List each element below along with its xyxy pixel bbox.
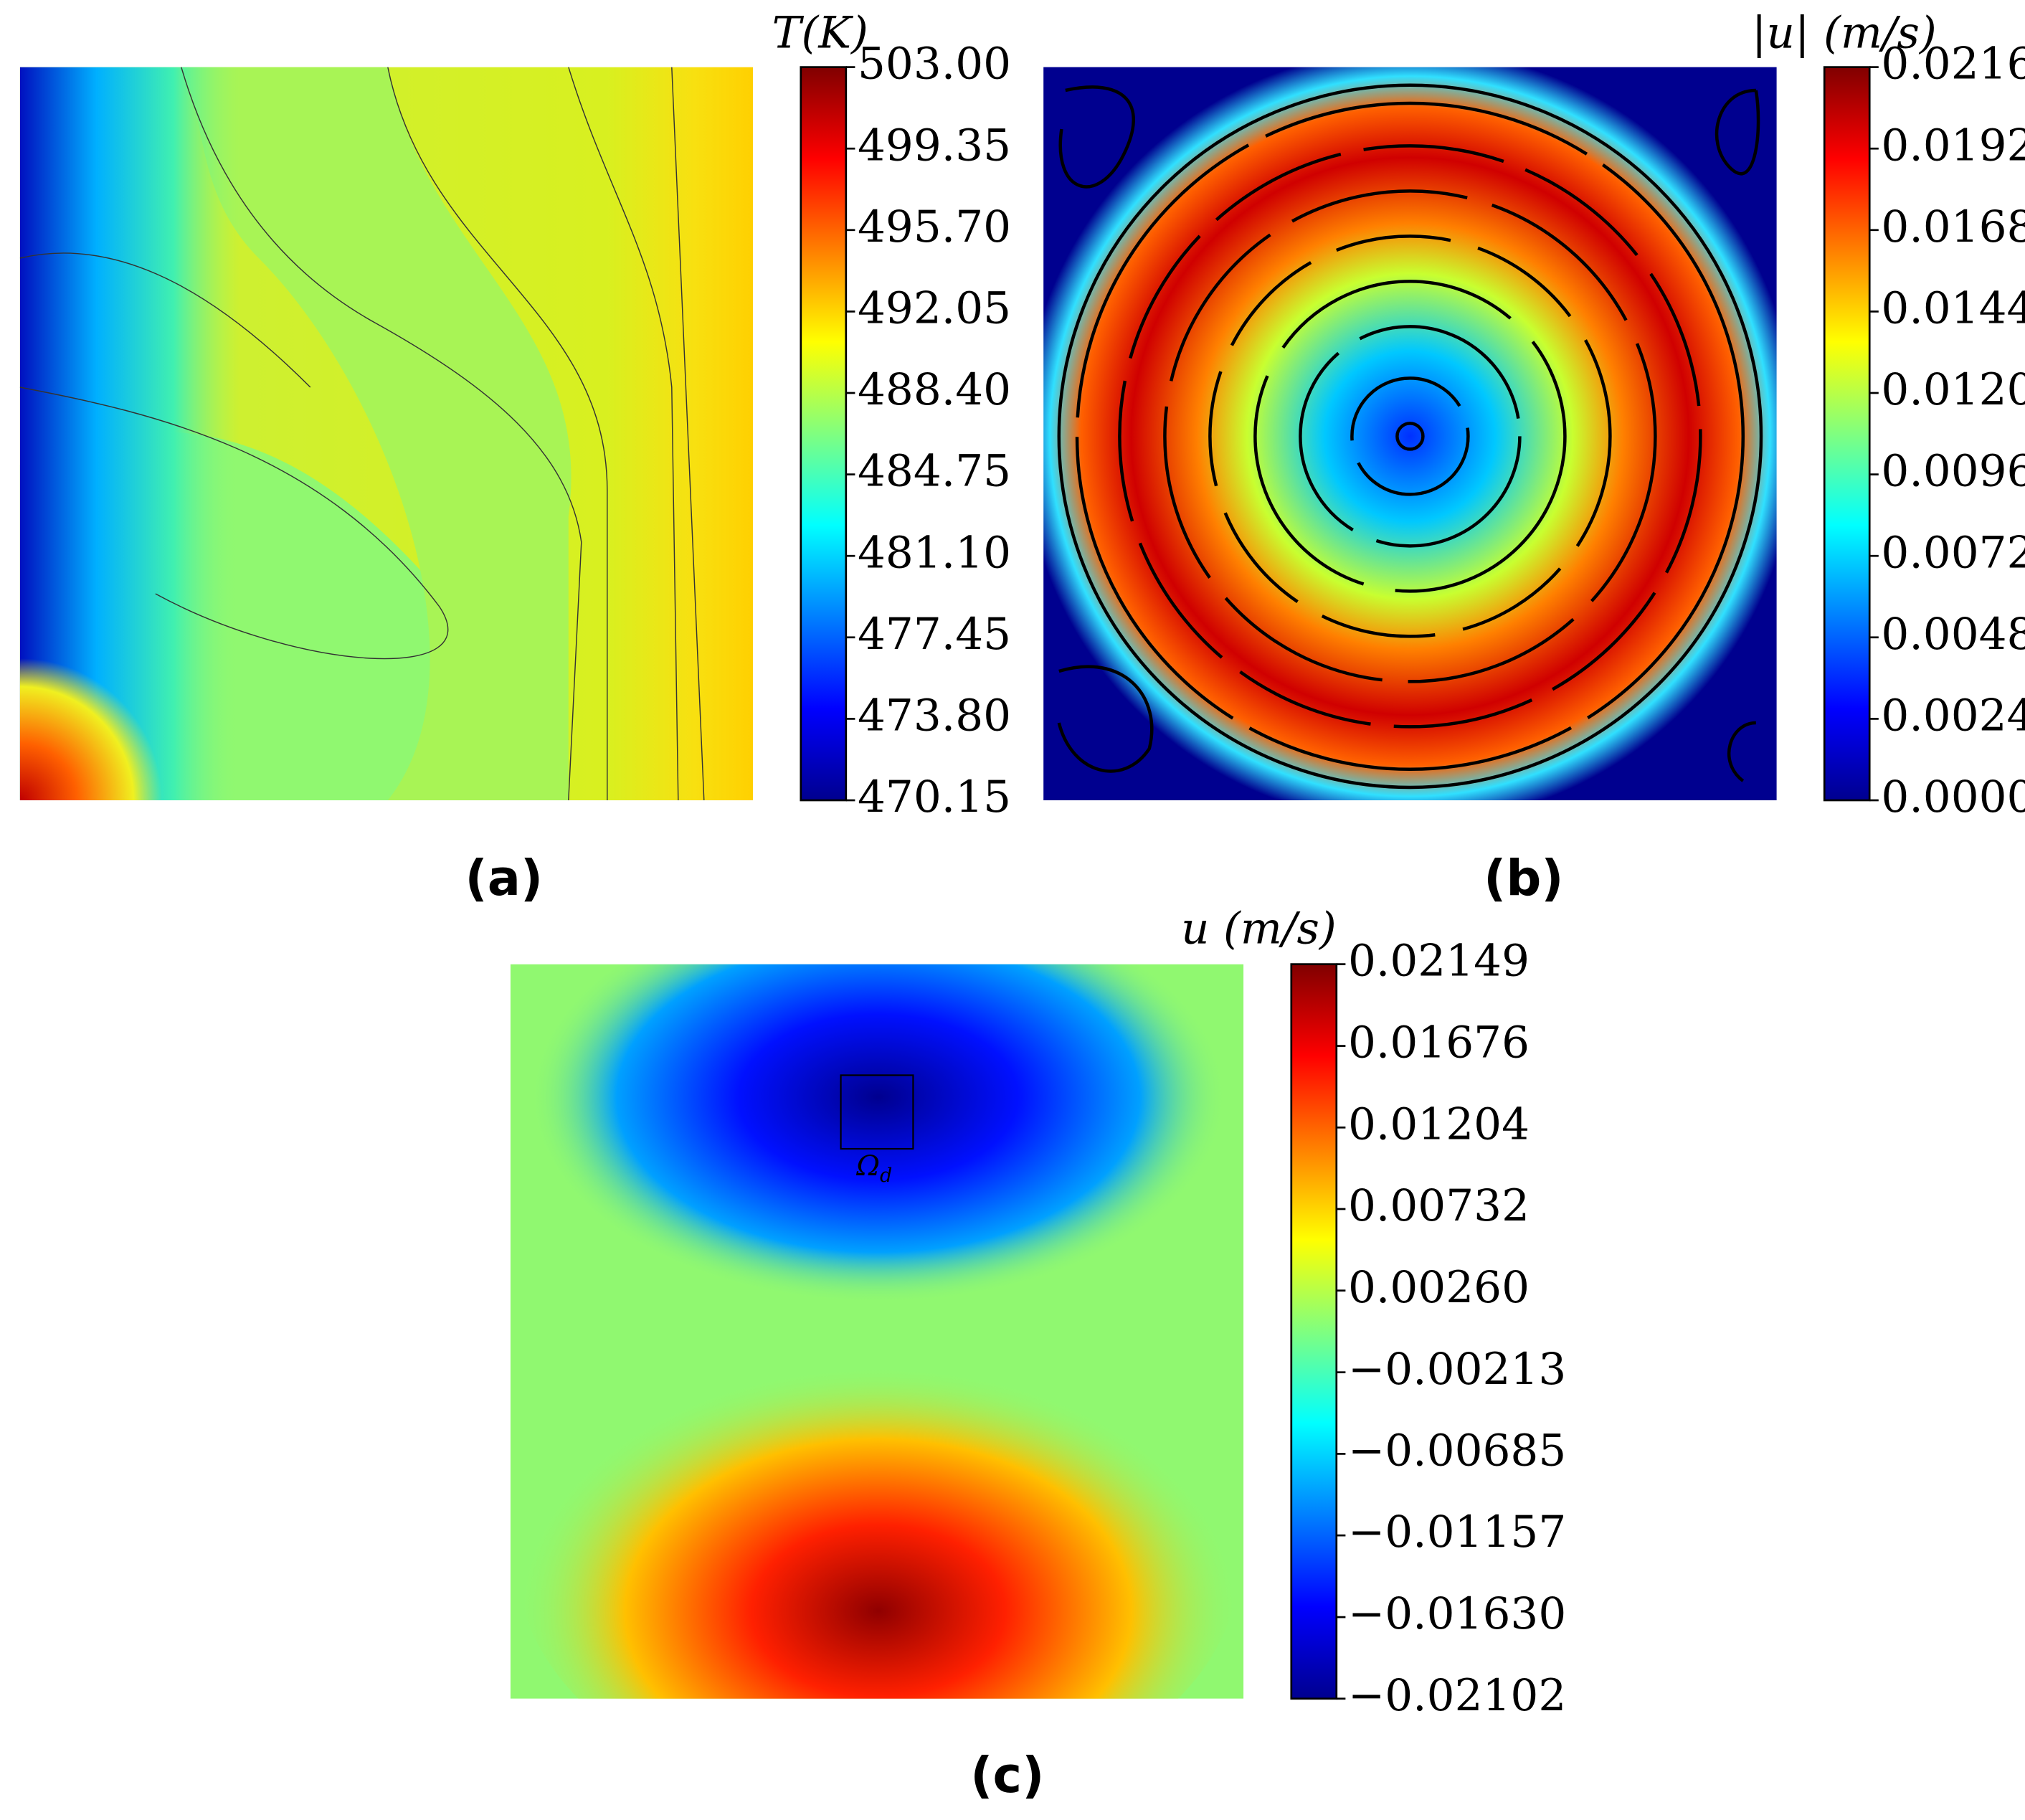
corner-vortex: [1058, 85, 1135, 189]
colorbar-tick-label: 495.70: [858, 202, 1011, 252]
corner-vortex: [1727, 721, 1756, 782]
colorbar-tick-label: 488.40: [858, 364, 1011, 415]
region-box: [840, 1074, 914, 1150]
field-region: [181, 67, 572, 800]
contour: [671, 67, 705, 800]
streamline: [1253, 280, 1567, 593]
contour: [181, 67, 582, 800]
colorbar: [800, 66, 848, 802]
colorbar-tick-label: 492.05: [858, 283, 1011, 334]
field-background: [1043, 67, 1777, 801]
colorbar-tick-label: 473.80: [858, 691, 1011, 741]
colorbar-label: T(K): [772, 8, 868, 59]
region-label: Ωd: [855, 1150, 892, 1186]
colorbar-tick-label: 0.0144: [1881, 283, 2025, 334]
colorbar-tick-label: −0.00213: [1348, 1344, 1566, 1395]
colorbar-label: |u| (m/s): [1752, 8, 1937, 59]
streamline: [1163, 189, 1657, 683]
contour: [568, 67, 679, 800]
contour: [19, 252, 311, 388]
colorbar-tick-label: 0.01676: [1348, 1018, 1530, 1068]
colorbar-tick-label: 503.00: [858, 39, 1011, 90]
colorbar-tick-label: 0.0072: [1881, 527, 2025, 578]
panel-label: (b): [1484, 850, 1563, 907]
colorbar-tick-label: 484.75: [858, 446, 1011, 497]
contour-lines: [19, 67, 705, 800]
velocity-magnitude-field: [1043, 67, 1777, 801]
colorbar-tick-label: 0.0192: [1881, 120, 2025, 171]
colorbar-tick-label: −0.00685: [1348, 1426, 1566, 1477]
panel-label: (c): [970, 1748, 1044, 1804]
streamline: [1057, 83, 1763, 790]
colorbar-tick-label: 477.45: [858, 609, 1011, 660]
streamline: [1350, 376, 1470, 496]
streamlines: [1057, 83, 1763, 790]
streamline: [1299, 325, 1522, 548]
colorbar-tick-label: 0.0120: [1881, 364, 2025, 415]
temperature-field: [19, 67, 754, 800]
contour: [19, 387, 449, 660]
colorbar-tick-label: 0.00260: [1348, 1262, 1530, 1313]
streamline: [1395, 422, 1425, 451]
colorbar-tick-label: 0.0048: [1881, 609, 2025, 660]
colorbar-tick-label: 0.0024: [1881, 691, 2025, 741]
colorbar-tick-label: 470.15: [858, 772, 1011, 823]
colorbar-tick-label: −0.01630: [1348, 1588, 1566, 1639]
contour: [387, 67, 608, 800]
region-subscript: d: [880, 1164, 892, 1186]
colorbar-tick-label: 0.0168: [1881, 202, 2025, 252]
negative-region: [529, 964, 1227, 1304]
hot-corner-region: [19, 620, 188, 800]
region-symbol: Ω: [855, 1150, 880, 1182]
colorbar: [1823, 66, 1871, 802]
panel-label: (a): [465, 850, 543, 907]
streamline: [1075, 101, 1745, 772]
colorbar-tick-label: 0.0000: [1881, 772, 2025, 823]
colorbar-tick-label: 481.10: [858, 527, 1011, 578]
corner-vortex: [1057, 665, 1154, 773]
positive-region: [516, 1317, 1240, 1699]
colorbar-tick-label: 0.01204: [1348, 1099, 1530, 1150]
streamline: [1118, 144, 1702, 729]
colorbar-label: u (m/s): [1181, 904, 1337, 954]
colorbar: [1290, 963, 1338, 1700]
colorbar-tick-label: 0.0216: [1881, 39, 2025, 90]
corner-vortex: [1715, 88, 1760, 176]
colorbar-tick-label: 499.35: [858, 120, 1011, 171]
colorbar-tick-label: 0.02149: [1348, 936, 1530, 987]
colorbar-tick-label: 0.00732: [1348, 1180, 1530, 1231]
streamline: [1208, 234, 1612, 638]
colorbar-tick-label: 0.0096: [1881, 446, 2025, 497]
colorbar-tick-label: −0.01157: [1348, 1507, 1566, 1558]
colorbar-tick-label: −0.02102: [1348, 1670, 1566, 1721]
u-velocity-field: Ωd: [510, 964, 1244, 1699]
